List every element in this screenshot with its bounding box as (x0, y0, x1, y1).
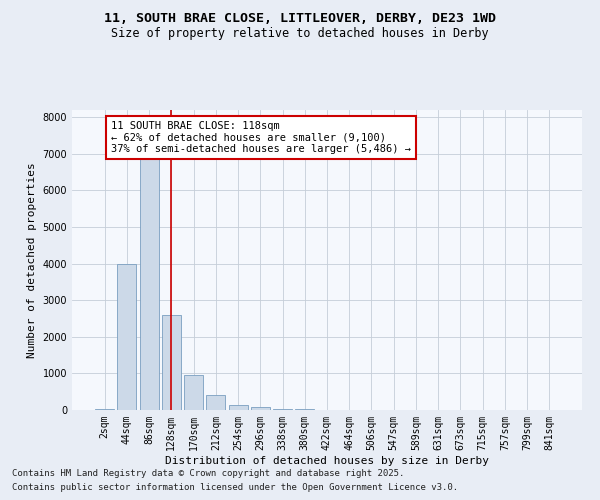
Bar (251, 408, 270, 410)
Text: Contains HM Land Registry data © Crown copyright and database right 2025.: Contains HM Land Registry data © Crown c… (12, 468, 404, 477)
Y-axis label: Number of detached properties: Number of detached properties (27, 162, 37, 358)
Text: 11 SOUTH BRAE CLOSE: 118sqm
← 62% of detached houses are smaller (9,100)
37% of : 11 SOUTH BRAE CLOSE: 118sqm ← 62% of det… (111, 121, 411, 154)
Bar (140, 136, 158, 410)
Bar (273, 409, 292, 410)
Bar (229, 404, 248, 410)
X-axis label: Distribution of detached houses by size in Derby: Distribution of detached houses by size … (165, 456, 489, 466)
Bar (118, 264, 136, 410)
Bar (206, 396, 225, 410)
Text: Size of property relative to detached houses in Derby: Size of property relative to detached ho… (111, 28, 489, 40)
Text: Contains public sector information licensed under the Open Government Licence v3: Contains public sector information licen… (12, 484, 458, 492)
Text: 11, SOUTH BRAE CLOSE, LITTLEOVER, DERBY, DE23 1WD: 11, SOUTH BRAE CLOSE, LITTLEOVER, DERBY,… (104, 12, 496, 26)
Bar (184, 375, 203, 410)
Bar (162, 315, 181, 410)
